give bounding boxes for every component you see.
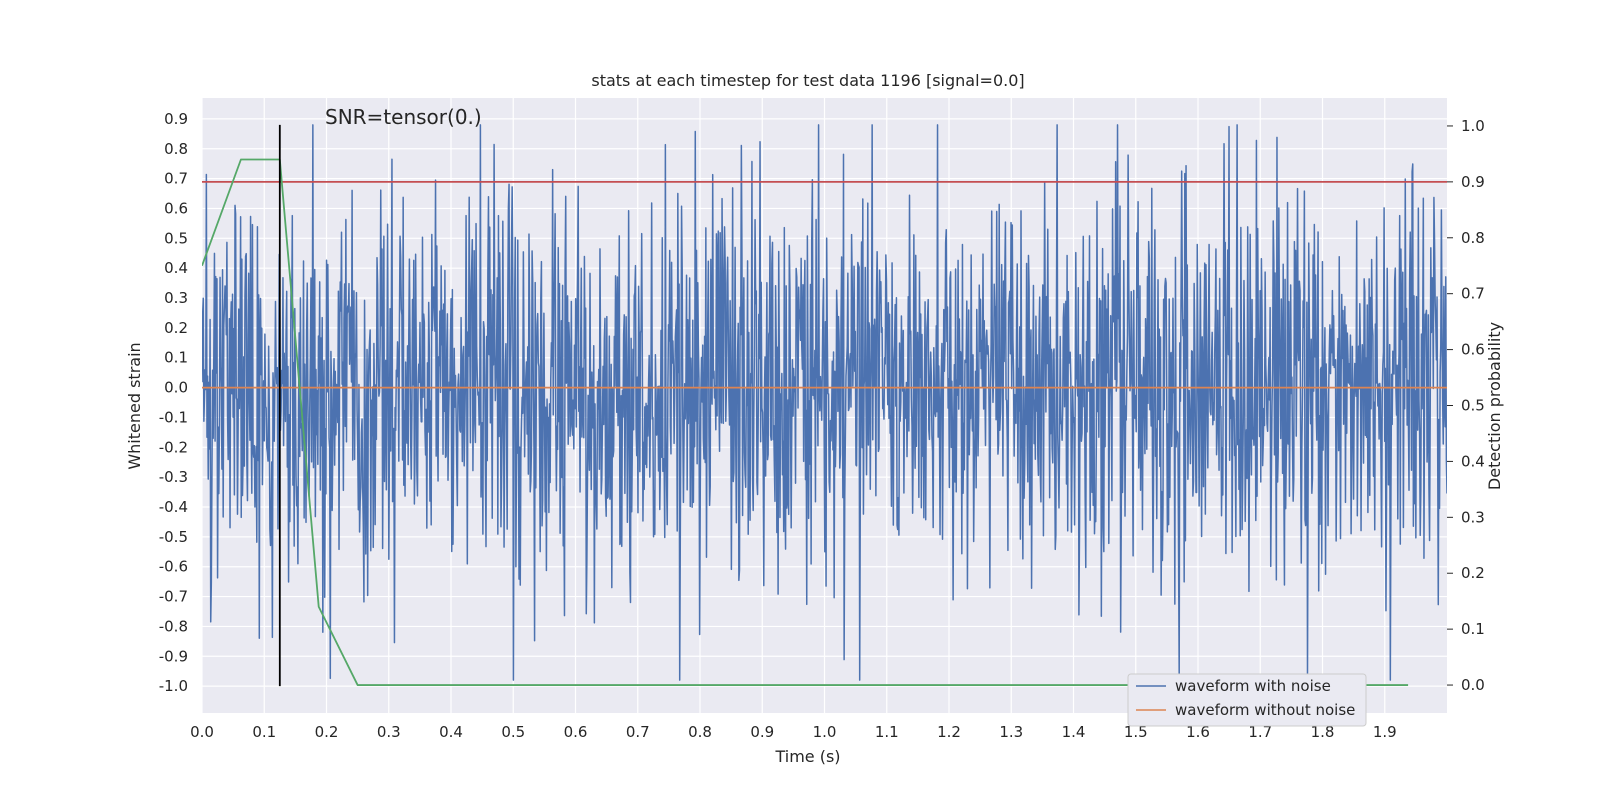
legend-label-clean: waveform without noise bbox=[1175, 701, 1355, 719]
y2-tick-label: 0.4 bbox=[1461, 452, 1485, 470]
y2-tick-label: 0.1 bbox=[1461, 620, 1485, 638]
x-tick-label: 1.0 bbox=[813, 723, 837, 741]
y-tick-label: 0.6 bbox=[164, 199, 188, 217]
x-tick-label: 1.6 bbox=[1186, 723, 1210, 741]
x-tick-label: 0.6 bbox=[564, 723, 588, 741]
y2-tick-label: 0.0 bbox=[1461, 676, 1485, 694]
y2-tick-label: 0.6 bbox=[1461, 341, 1485, 359]
y-tick-label: 0.7 bbox=[164, 170, 188, 188]
y-tick-label: 0.3 bbox=[164, 289, 188, 307]
y-tick-label: -0.5 bbox=[159, 528, 188, 546]
y-tick-label: 0.2 bbox=[164, 319, 188, 337]
y2-tick-label: 1.0 bbox=[1461, 117, 1485, 135]
legend: waveform with noise waveform without noi… bbox=[1127, 673, 1367, 727]
x-tick-label: 0.4 bbox=[439, 723, 463, 741]
y-tick-label: -0.4 bbox=[159, 498, 188, 516]
y-tick-label: -0.3 bbox=[159, 468, 188, 486]
x-tick-label: 1.5 bbox=[1124, 723, 1148, 741]
x-tick-label: 1.7 bbox=[1248, 723, 1272, 741]
snr-annotation: SNR=tensor(0.) bbox=[325, 105, 482, 129]
x-tick-label: 0.0 bbox=[190, 723, 214, 741]
x-tick-label: 1.2 bbox=[937, 723, 961, 741]
series-waveform-with-noise bbox=[202, 124, 1447, 681]
y2-tick-label: 0.5 bbox=[1461, 397, 1485, 415]
x-tick-label: 1.8 bbox=[1311, 723, 1335, 741]
y2-axis-label: Detection probability bbox=[1485, 322, 1504, 490]
x-axis-label: Time (s) bbox=[774, 747, 840, 766]
y-tick-label: 0.4 bbox=[164, 259, 188, 277]
legend-box bbox=[1127, 673, 1367, 727]
y2-tick-label: 0.3 bbox=[1461, 508, 1485, 526]
y-tick-label: 0.1 bbox=[164, 349, 188, 367]
y-axis-label: Whitened strain bbox=[125, 342, 144, 469]
x-tick-label: 0.7 bbox=[626, 723, 650, 741]
y-tick-label: 0.0 bbox=[164, 379, 188, 397]
y2-tick-label: 0.9 bbox=[1461, 173, 1485, 191]
y-tick-label: 0.5 bbox=[164, 229, 188, 247]
chart-title: stats at each timestep for test data 119… bbox=[591, 71, 1024, 90]
y-tick-label: -0.9 bbox=[159, 647, 188, 665]
x-tick-label: 0.2 bbox=[315, 723, 339, 741]
x-tick-label: 0.8 bbox=[688, 723, 712, 741]
y-tick-label: 0.8 bbox=[164, 140, 188, 158]
y-tick-label: -0.8 bbox=[159, 617, 188, 635]
y-tick-label: -1.0 bbox=[159, 677, 188, 695]
y-tick-label: -0.6 bbox=[159, 558, 188, 576]
x-tick-label: 0.9 bbox=[750, 723, 774, 741]
y-tick-label: -0.7 bbox=[159, 588, 188, 606]
y2-tick-label: 0.8 bbox=[1461, 229, 1485, 247]
y-tick-label: 0.9 bbox=[164, 110, 188, 128]
y2-tick-label: 0.7 bbox=[1461, 285, 1485, 303]
y-tick-label: -0.2 bbox=[159, 438, 188, 456]
x-tick-label: 0.1 bbox=[252, 723, 276, 741]
x-tick-label: 1.9 bbox=[1373, 723, 1397, 741]
legend-label-noise: waveform with noise bbox=[1175, 677, 1331, 695]
x-tick-label: 1.4 bbox=[1062, 723, 1086, 741]
x-tick-label: 1.3 bbox=[999, 723, 1023, 741]
x-tick-label: 0.5 bbox=[501, 723, 525, 741]
y2-tick-label: 0.2 bbox=[1461, 564, 1485, 582]
x-tick-label: 0.3 bbox=[377, 723, 401, 741]
y-tick-label: -0.1 bbox=[159, 408, 188, 426]
x-tick-label: 1.1 bbox=[875, 723, 899, 741]
